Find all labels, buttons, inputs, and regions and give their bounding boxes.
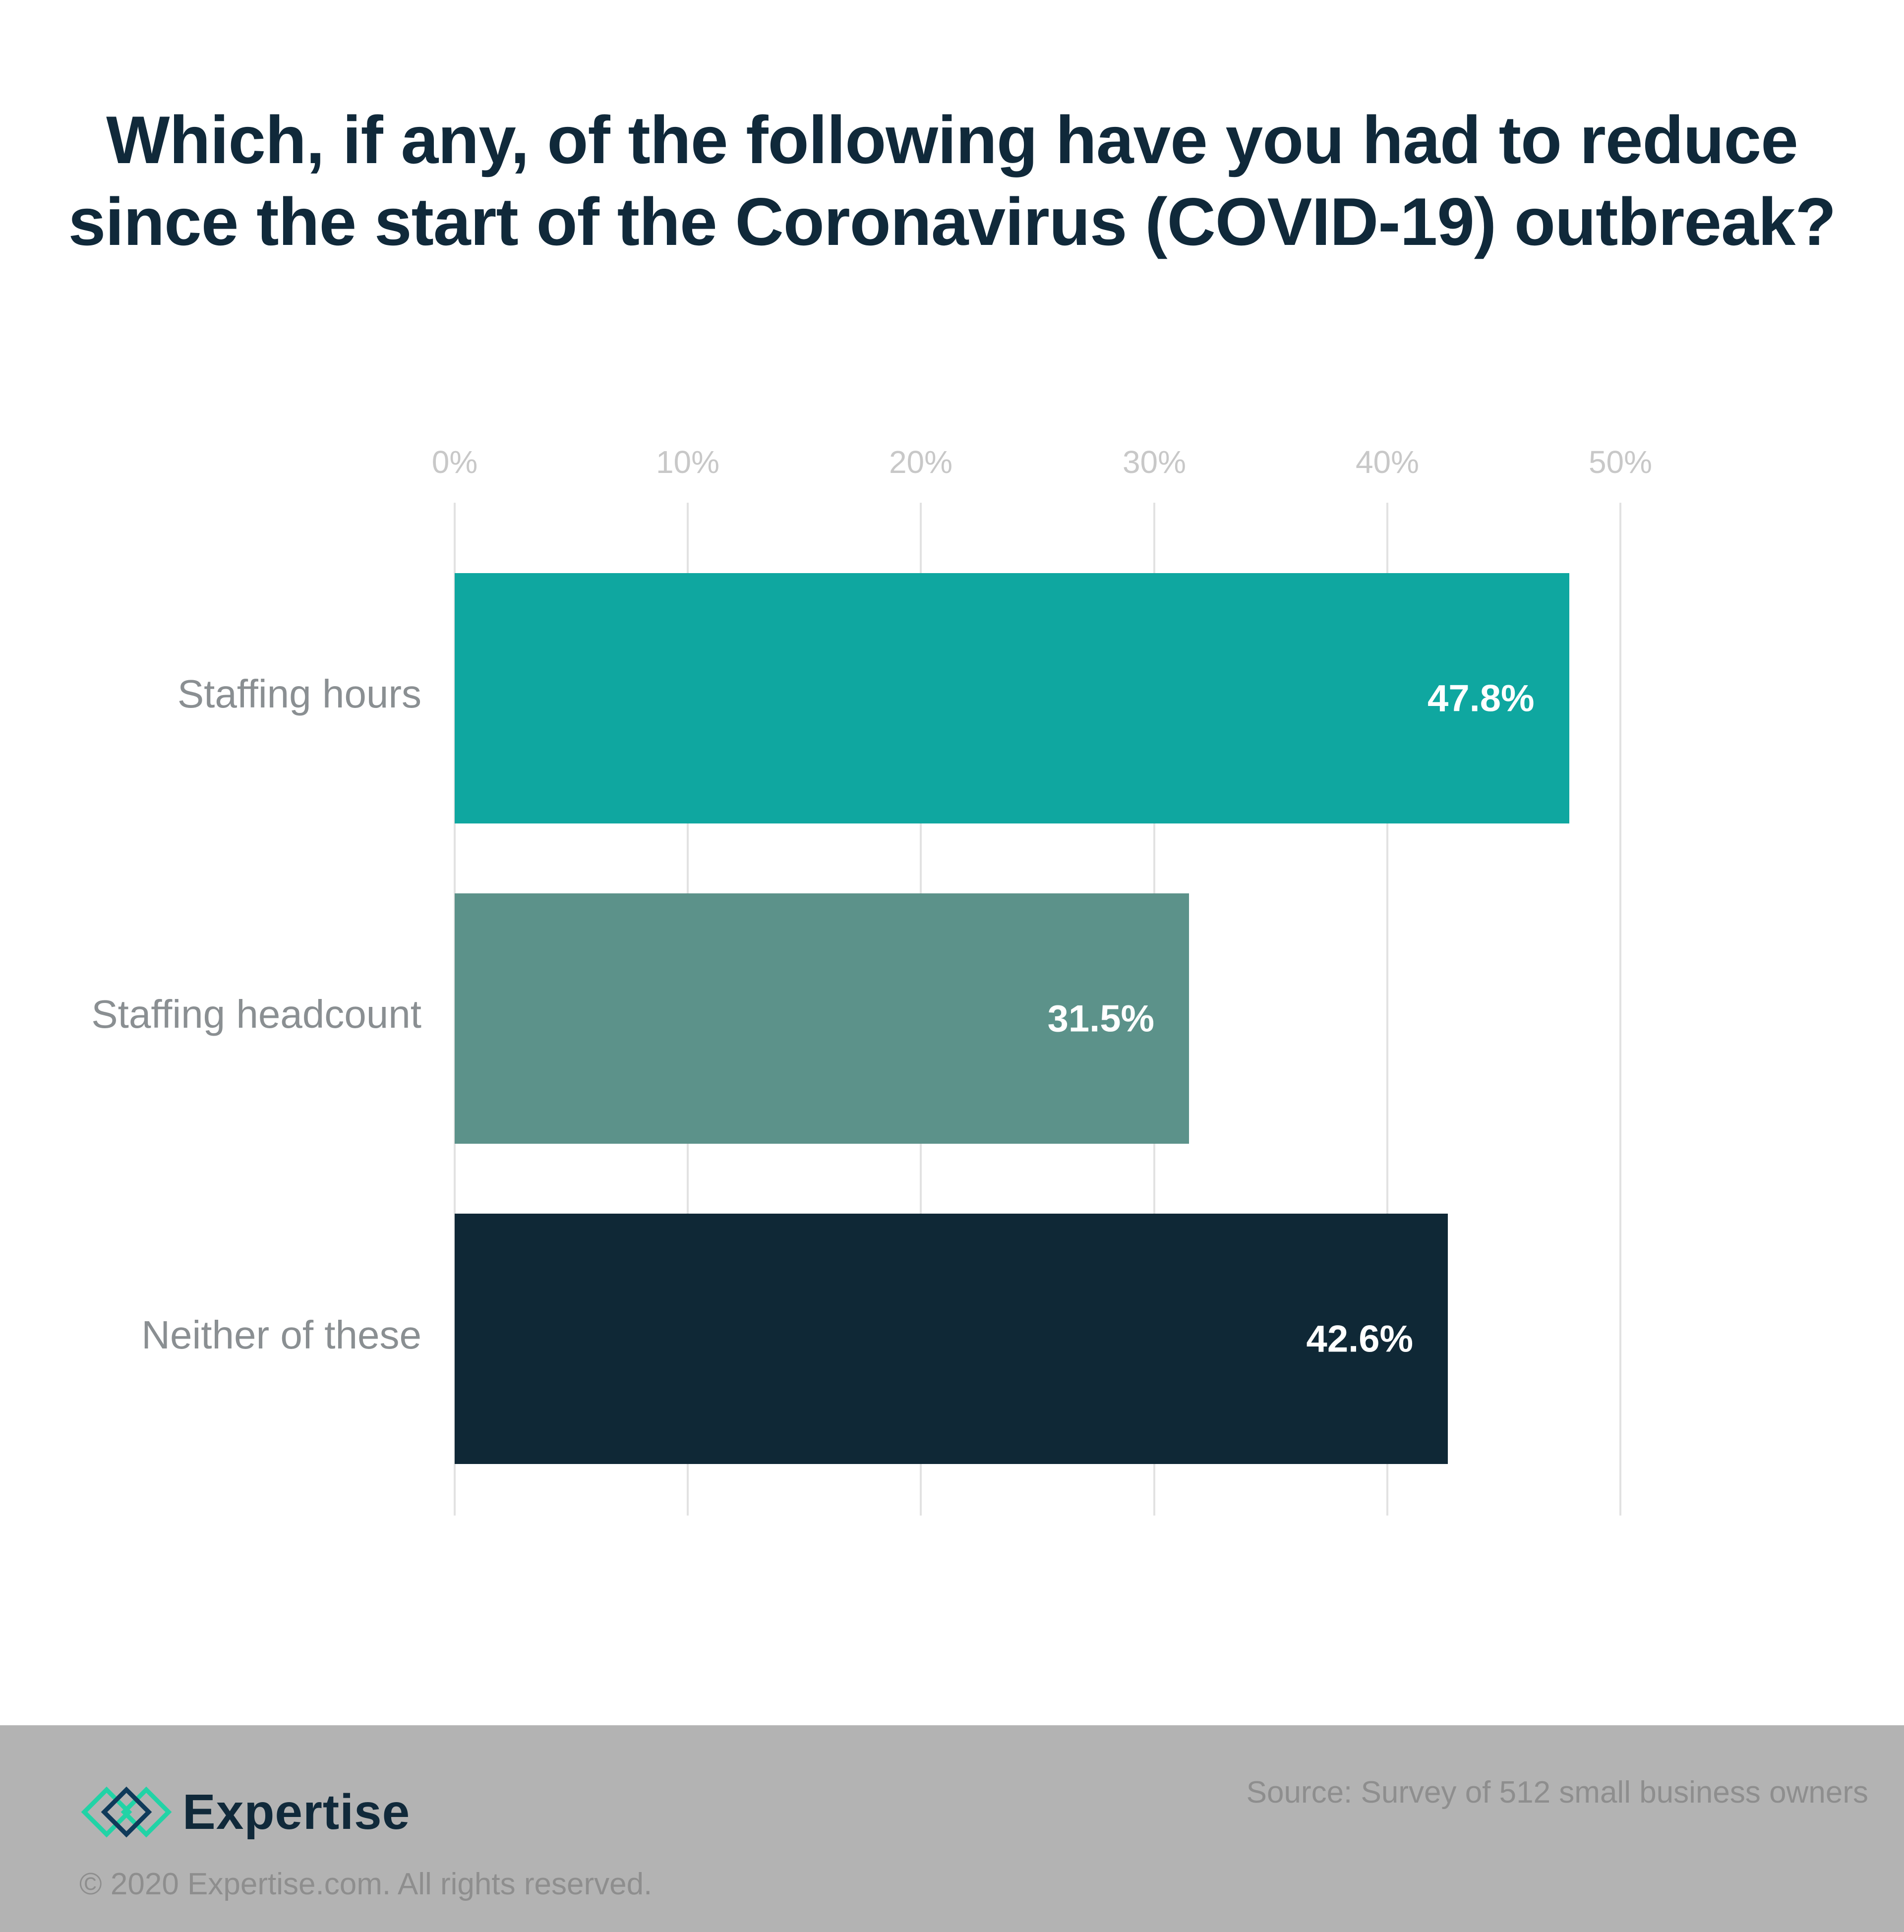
x-tick-50: 50% [1588,444,1653,480]
bar-neither-of-these[interactable]: 42.6% [455,1214,1448,1464]
bar-staffing-hours[interactable]: 47.8% [455,573,1569,823]
bar-chart: 0% 10% 20% 30% 40% 50% Staffing hours St… [91,444,1653,1516]
category-label-staffing-headcount: Staffing headcount [91,992,421,1036]
x-tick-0: 0% [431,444,478,480]
chart-title-line-2: since the start of the Coronavirus (COVI… [68,184,1837,259]
x-tick-20: 20% [889,444,953,480]
gridline-50 [1619,503,1621,1516]
x-tick-10: 10% [655,444,720,480]
expertise-diamond-logo-icon [81,1786,172,1838]
bar-value-label: 47.8% [1428,677,1535,719]
bar-value-label: 31.5% [1047,997,1155,1040]
x-tick-40: 40% [1355,444,1420,480]
category-label-staffing-hours: Staffing hours [177,672,421,716]
copyright-text: © 2020 Expertise.com. All rights reserve… [79,1867,653,1901]
brand-name: Expertise [182,1784,411,1840]
chart-title-line-1: Which, if any, of the following have you… [106,102,1798,177]
bar-staffing-headcount[interactable]: 31.5% [455,893,1190,1144]
gridline-40 [1386,503,1388,1516]
bar-value-label: 42.6% [1306,1318,1414,1360]
brand-logo[interactable]: Expertise [79,1780,410,1844]
source-note: Source: Survey of 512 small business own… [1246,1775,1868,1810]
footer: Expertise © 2020 Expertise.com. All righ… [0,1725,1904,1932]
x-tick-30: 30% [1122,444,1187,480]
category-label-neither: Neither of these [141,1313,421,1357]
chart-title: Which, if any, of the following have you… [0,99,1904,263]
